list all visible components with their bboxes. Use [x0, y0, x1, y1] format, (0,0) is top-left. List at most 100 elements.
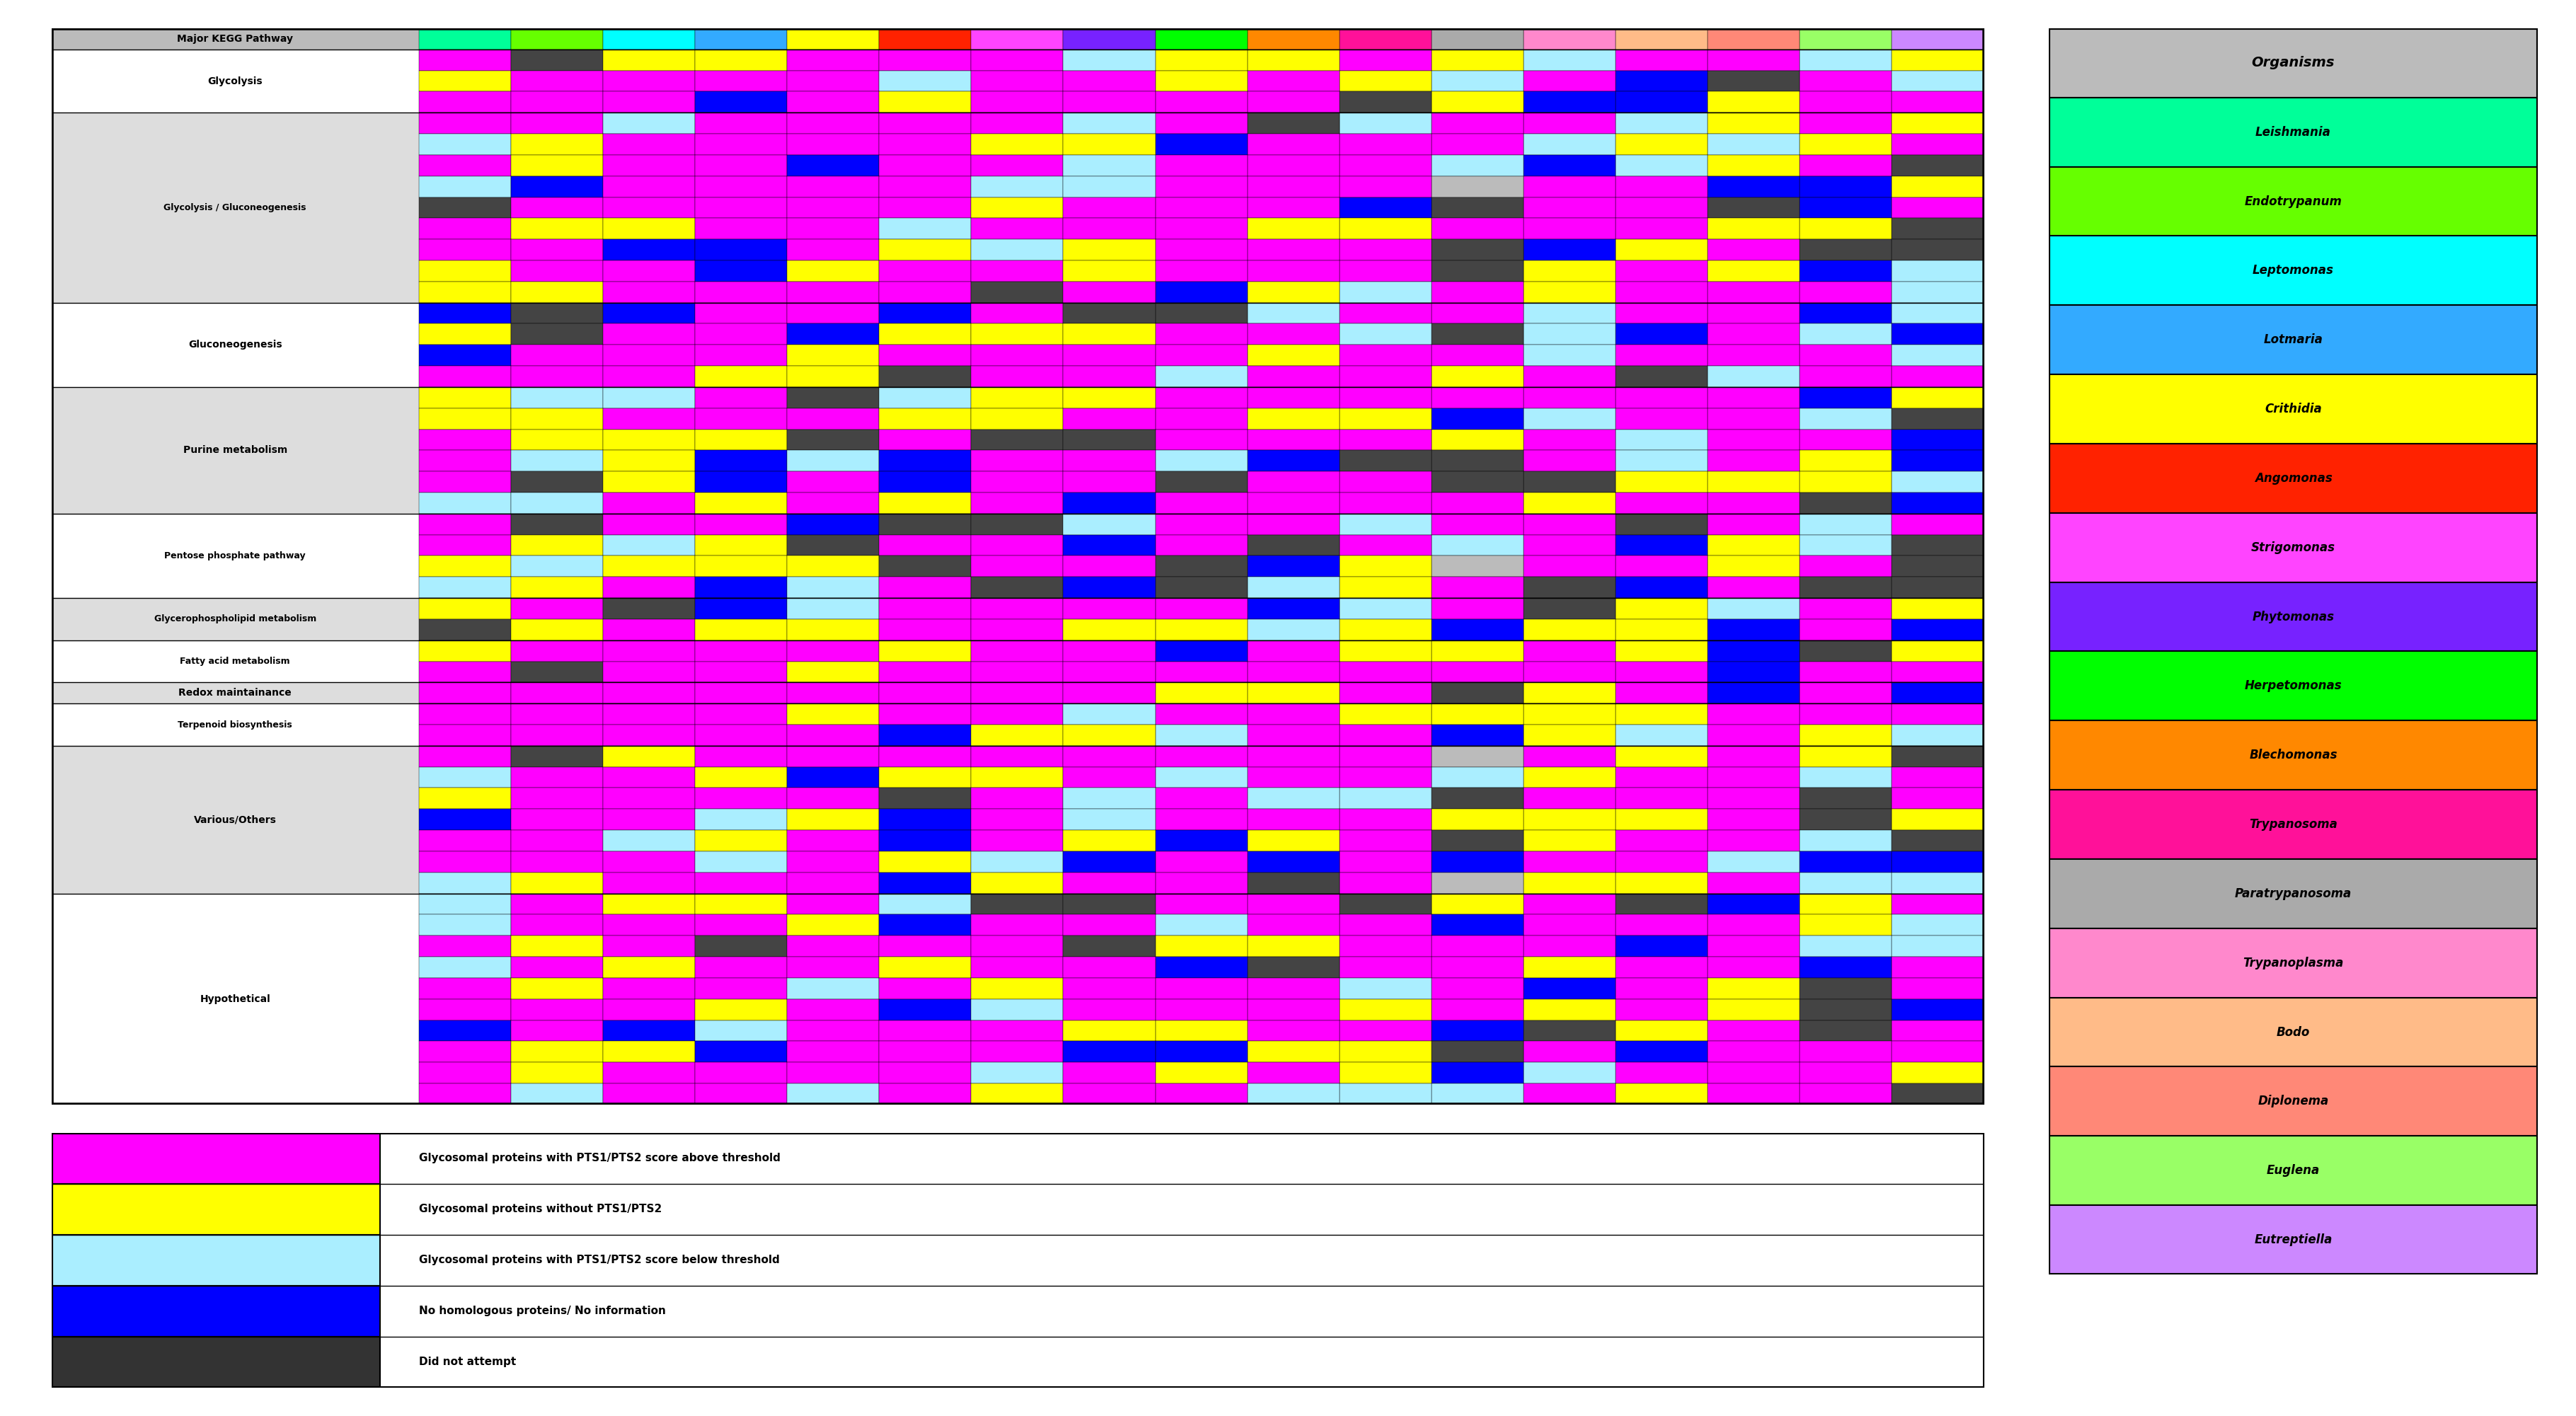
Bar: [1247, 135, 1340, 154]
Bar: [1615, 450, 1708, 472]
Bar: [1154, 661, 1247, 683]
Bar: [1432, 28, 1522, 50]
Bar: [603, 282, 696, 303]
Bar: [603, 261, 696, 282]
Bar: [1891, 640, 1984, 661]
Bar: [1247, 576, 1340, 598]
Bar: [1340, 113, 1432, 135]
Bar: [786, 472, 878, 493]
Bar: [1891, 1041, 1984, 1062]
Bar: [971, 450, 1064, 472]
Bar: [1522, 535, 1615, 556]
Bar: [1154, 28, 1247, 50]
Bar: [1154, 197, 1247, 218]
Bar: [417, 28, 510, 50]
Bar: [1522, 809, 1615, 830]
Bar: [786, 365, 878, 387]
Bar: [1891, 1083, 1984, 1104]
Bar: [1708, 725, 1801, 746]
Bar: [1432, 704, 1522, 725]
Bar: [1064, 218, 1154, 239]
Bar: [1247, 978, 1340, 998]
Bar: [1708, 450, 1801, 472]
Bar: [603, 619, 696, 640]
Bar: [1247, 282, 1340, 303]
Bar: [1432, 472, 1522, 493]
Bar: [2048, 443, 2537, 513]
Bar: [878, 978, 971, 998]
Bar: [786, 324, 878, 346]
Bar: [1064, 619, 1154, 640]
Bar: [1247, 303, 1340, 324]
Bar: [1615, 725, 1708, 746]
Bar: [1340, 282, 1432, 303]
Bar: [1708, 303, 1801, 324]
Bar: [1708, 92, 1801, 113]
Bar: [1247, 957, 1340, 978]
Bar: [417, 429, 510, 450]
Bar: [603, 556, 696, 576]
Bar: [2048, 790, 2537, 860]
Bar: [510, 661, 603, 683]
Bar: [1801, 135, 1891, 154]
Bar: [603, 767, 696, 787]
Bar: [1064, 324, 1154, 346]
Bar: [1522, 893, 1615, 915]
Bar: [971, 324, 1064, 346]
Text: Angomonas: Angomonas: [2254, 472, 2331, 484]
Bar: [1432, 619, 1522, 640]
Bar: [1247, 218, 1340, 239]
Bar: [1340, 767, 1432, 787]
Bar: [696, 514, 786, 535]
Bar: [1615, 1083, 1708, 1104]
Bar: [1340, 704, 1432, 725]
Bar: [603, 135, 696, 154]
Text: Phytomonas: Phytomonas: [2251, 610, 2334, 623]
Bar: [1522, 135, 1615, 154]
Bar: [696, 598, 786, 619]
Bar: [1154, 598, 1247, 619]
Bar: [2048, 860, 2537, 929]
Bar: [510, 640, 603, 661]
Bar: [603, 324, 696, 346]
Bar: [1801, 365, 1891, 387]
Bar: [971, 704, 1064, 725]
Bar: [696, 661, 786, 683]
Bar: [1522, 1020, 1615, 1041]
Bar: [1432, 197, 1522, 218]
Bar: [1522, 915, 1615, 936]
Bar: [1522, 936, 1615, 957]
Bar: [1064, 154, 1154, 176]
Text: Fatty acid metabolism: Fatty acid metabolism: [180, 657, 291, 666]
Bar: [1801, 493, 1891, 514]
Bar: [971, 365, 1064, 387]
Bar: [1432, 998, 1522, 1020]
Bar: [1891, 619, 1984, 640]
Bar: [1064, 387, 1154, 408]
Bar: [417, 851, 510, 872]
Bar: [1247, 324, 1340, 346]
Bar: [417, 1020, 510, 1041]
Bar: [878, 872, 971, 893]
Bar: [1064, 408, 1154, 429]
Bar: [786, 197, 878, 218]
Bar: [1522, 851, 1615, 872]
Bar: [1247, 915, 1340, 936]
Bar: [417, 387, 510, 408]
Bar: [603, 303, 696, 324]
Bar: [1432, 346, 1522, 365]
Bar: [510, 303, 603, 324]
Bar: [1432, 514, 1522, 535]
Bar: [1522, 346, 1615, 365]
Bar: [1064, 450, 1154, 472]
Bar: [1247, 346, 1340, 365]
Bar: [1064, 514, 1154, 535]
Bar: [1891, 197, 1984, 218]
Bar: [1340, 556, 1432, 576]
Bar: [1891, 704, 1984, 725]
Bar: [1064, 1083, 1154, 1104]
Bar: [1432, 725, 1522, 746]
Bar: [971, 1020, 1064, 1041]
Bar: [1432, 1020, 1522, 1041]
Bar: [1340, 936, 1432, 957]
